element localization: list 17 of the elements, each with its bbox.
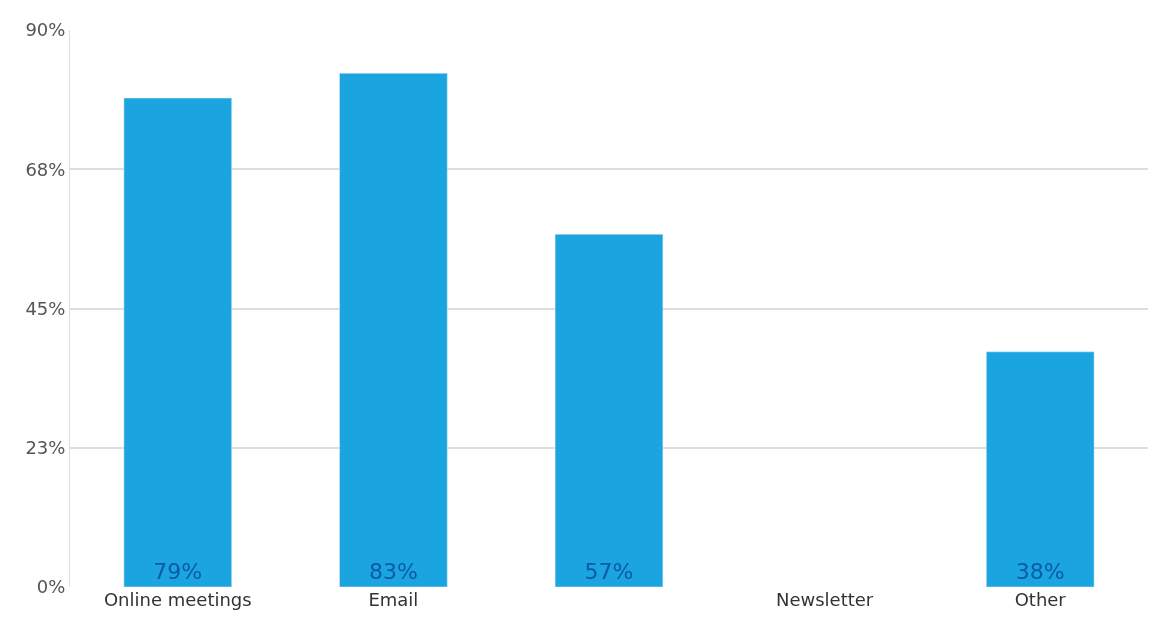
x-tick-label: Newsletter bbox=[775, 589, 874, 610]
y-tick-label: 68% bbox=[25, 158, 66, 180]
x-tick-label: Email bbox=[368, 589, 419, 610]
data-label: 83% bbox=[368, 559, 418, 584]
data-label: 79% bbox=[153, 559, 203, 584]
bar bbox=[554, 233, 664, 587]
data-label: 57% bbox=[584, 559, 634, 584]
bar bbox=[339, 73, 448, 587]
y-tick-label: 0% bbox=[36, 576, 66, 598]
x-tick-label: Online meetings bbox=[103, 589, 252, 610]
bar bbox=[123, 97, 232, 587]
bar bbox=[986, 351, 1095, 587]
x-tick-label: Other bbox=[1014, 589, 1067, 610]
y-tick-label: 45% bbox=[25, 297, 66, 319]
y-tick-label: 23% bbox=[25, 437, 66, 459]
data-label: 38% bbox=[1015, 559, 1065, 584]
y-tick-label: 90% bbox=[25, 19, 66, 41]
